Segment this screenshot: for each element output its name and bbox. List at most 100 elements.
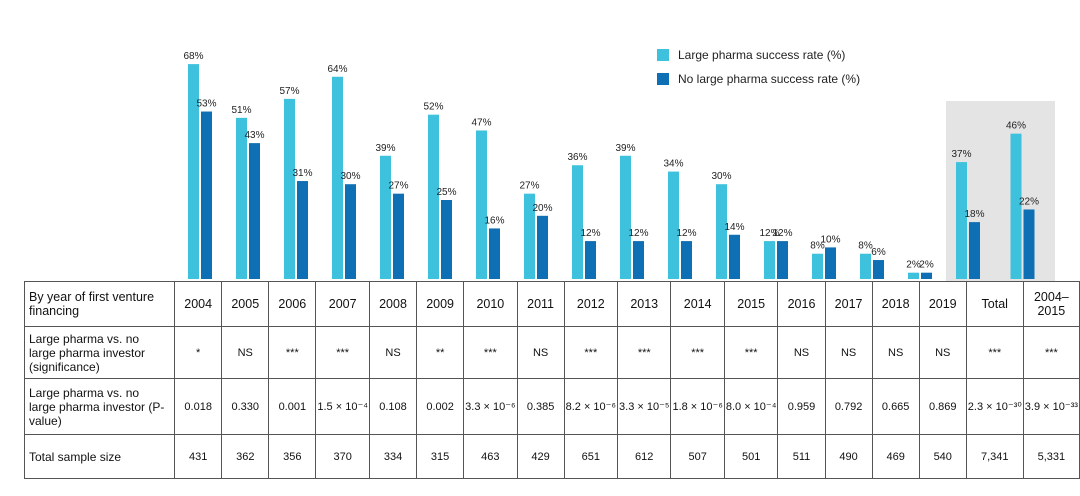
value-label: 16% [484,215,504,226]
table-cell: 1.5 × 10⁻⁴ [315,378,370,435]
value-label: 34% [663,159,683,170]
value-label: 31% [292,168,312,179]
bar [812,253,823,279]
table-cell: 0.869 [918,378,967,435]
table-cell: *** [723,326,779,379]
bar [441,200,452,279]
bar [524,193,535,279]
bar [729,234,740,279]
value-label: 12% [772,228,792,239]
bar [633,241,644,279]
bar [1023,209,1035,279]
column-header: 2017 [824,281,873,327]
chart: 68% 51% 57% 64% 39% 52% 47% 27% 36% 39% 34% 30% 12% 8… [183,48,1055,281]
legend-swatch [657,49,669,61]
legend-label: Large pharma success rate (%) [678,48,845,62]
bar [956,162,967,279]
table-cell: *** [463,326,518,379]
row-label: Large pharma vs. no large pharma investo… [23,326,176,379]
bar [908,272,919,279]
value-label: 14% [724,222,744,233]
table-cell: 0.108 [368,378,418,435]
table-cell: 8.2 × 10⁻⁶ [563,378,619,435]
table-cell: *** [563,326,619,379]
value-label: 20% [532,203,552,214]
value-label: 12% [580,228,600,239]
value-label: 25% [436,187,456,198]
table-cell: NS [824,326,873,379]
column-header: 2012 [563,281,619,327]
table-cell: *** [617,326,672,379]
table-cell: 0.330 [221,378,270,435]
table-cell: * [174,326,223,379]
column-header: 2004–2015 [1022,281,1080,327]
table-cell: 0.001 [268,378,317,435]
table-row: Large pharma vs. no large pharma investo… [23,326,1080,379]
table-cell: ** [416,326,465,379]
bar [668,171,679,279]
bar [969,222,980,279]
bar [489,228,500,279]
value-label: 12% [628,228,648,239]
table-cell: NS [777,326,826,379]
value-label: 22% [1019,196,1039,207]
table-cell: 507 [670,434,725,479]
table-cell: 0.018 [174,378,223,435]
column-header: 2011 [516,281,565,327]
row-label: By year of first venture financing [23,281,176,327]
value-label: 12% [676,228,696,239]
value-label: 30% [340,171,360,182]
table-cell: *** [315,326,370,379]
bar [345,184,356,279]
table-cell: 612 [617,434,672,479]
table-cell: 334 [368,434,418,479]
table-cell: NS [871,326,920,379]
bar [860,253,871,279]
table-cell: *** [1022,326,1080,379]
value-label: 68% [183,51,203,62]
table-cell: *** [965,326,1024,379]
column-header: 2014 [670,281,725,327]
table-cell: 0.792 [824,378,873,435]
bar [476,130,487,279]
table-cell: 7,341 [965,434,1024,479]
table-cell: NS [918,326,967,379]
column-header: 2004 [174,281,223,327]
table-row: Total sample size 431 362 356 370 334 315 463 42… [23,434,1080,479]
table-cell: 0.002 [416,378,465,435]
table-cell: 429 [516,434,565,479]
bar [681,241,692,279]
bar [873,260,884,279]
row-label: Large pharma vs. no large pharma investo… [23,378,176,435]
column-header: 2008 [368,281,418,327]
table-cell: 356 [268,434,317,479]
legend-label: No large pharma success rate (%) [678,72,860,86]
table-cell: 2.3 × 10⁻³⁰ [965,378,1024,435]
value-label: 27% [388,181,408,192]
column-header: 2018 [871,281,920,327]
table-cell: *** [670,326,725,379]
bar [380,155,391,279]
bar [537,215,548,279]
row-label: Total sample size [23,434,176,479]
value-label: 27% [519,181,539,192]
bar [921,272,932,279]
table-cell: NS [516,326,565,379]
table-cell: 0.959 [777,378,826,435]
value-label: 53% [196,99,216,110]
table-cell: 469 [871,434,920,479]
column-header: 2005 [221,281,270,327]
column-header: 2006 [268,281,317,327]
bar [297,181,308,279]
value-label: 30% [711,171,731,182]
table-cell: 463 [463,434,518,479]
bar [825,247,836,279]
bar [249,143,260,279]
value-label: 51% [231,105,251,116]
column-header: 2016 [777,281,826,327]
table-cell: 1.8 × 10⁻⁶ [670,378,725,435]
table-cell: 0.665 [871,378,920,435]
value-label: 52% [423,102,443,113]
table-cell: 362 [221,434,270,479]
table-cell: 511 [777,434,826,479]
